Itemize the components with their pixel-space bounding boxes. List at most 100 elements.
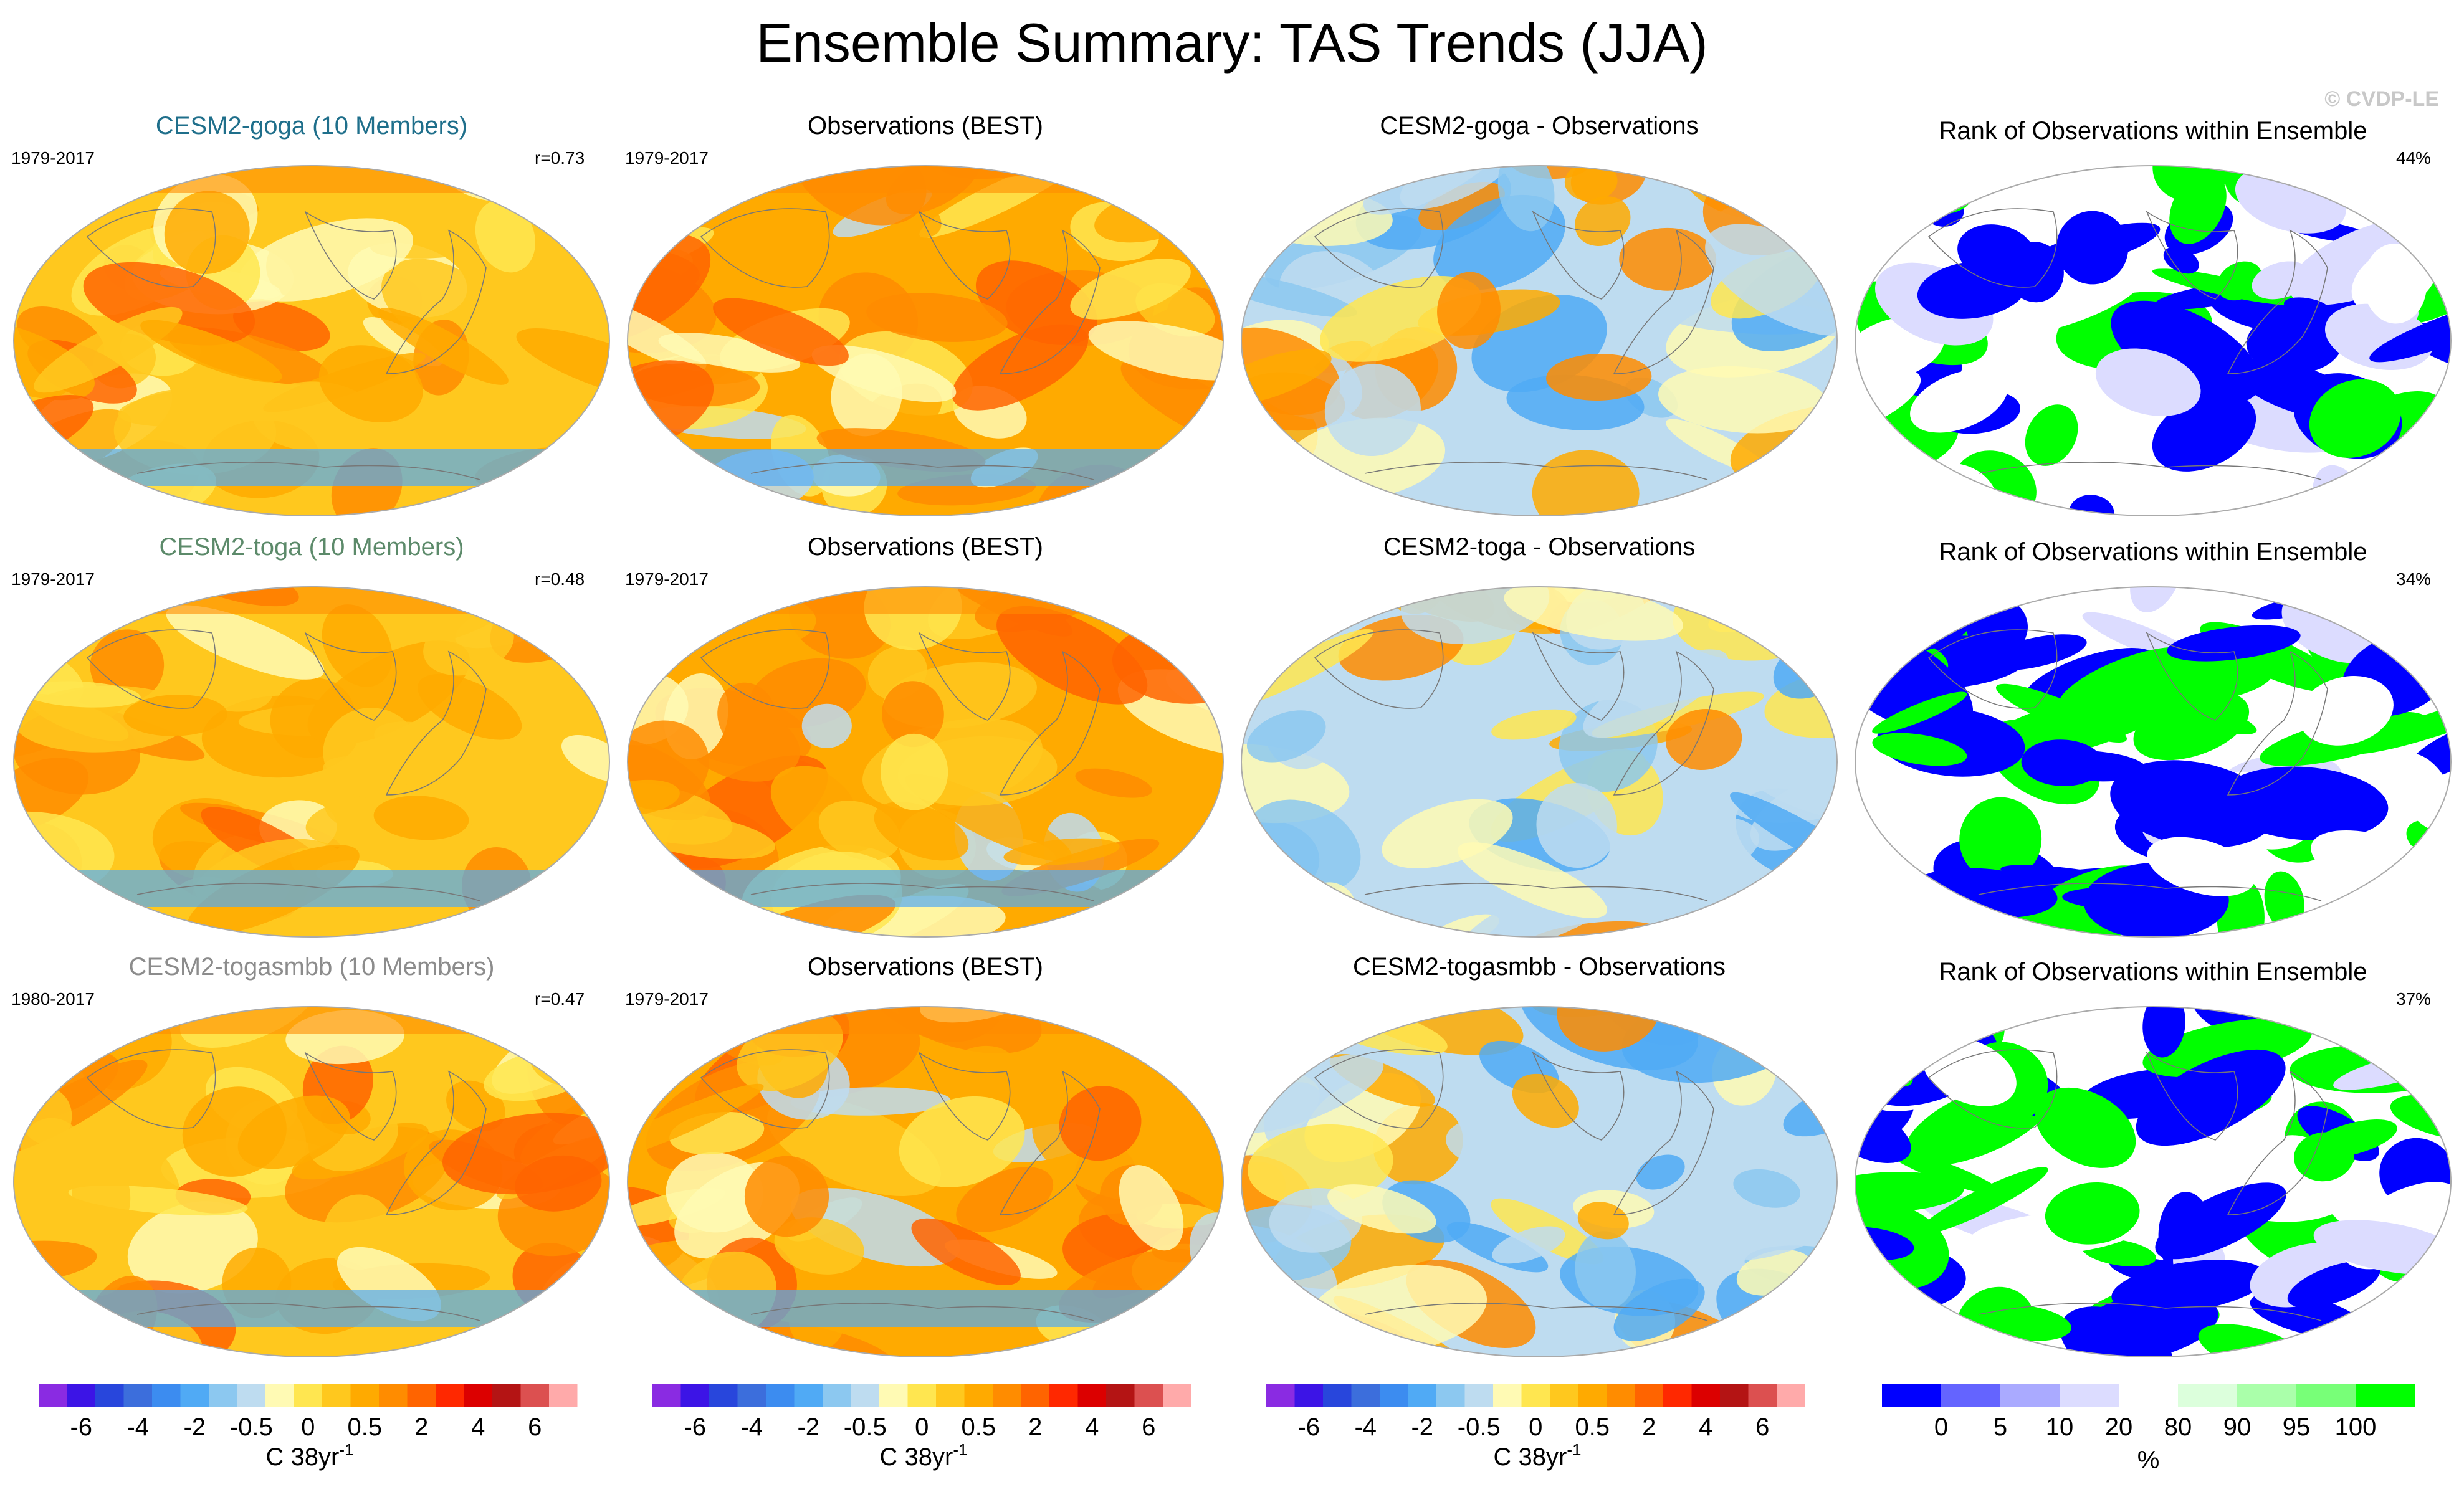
map-blob bbox=[2217, 878, 2265, 937]
model-period: 1979-2017 bbox=[11, 148, 95, 168]
map-blob bbox=[1855, 767, 1914, 787]
map-blob bbox=[2163, 247, 2199, 274]
model-title: CESM2-togasmbb (10 Members) bbox=[128, 953, 495, 981]
map-blob bbox=[1995, 683, 2127, 743]
coastline bbox=[1927, 629, 2058, 709]
map-blob bbox=[2038, 751, 2147, 782]
coastline bbox=[999, 229, 1101, 374]
map-blob bbox=[1665, 708, 1742, 771]
map-blob bbox=[1437, 272, 1501, 349]
coastline bbox=[918, 211, 1011, 300]
map-blob bbox=[2246, 311, 2343, 374]
map-blob bbox=[1910, 369, 2008, 433]
colorbar-swatch bbox=[1266, 1384, 1295, 1407]
colorbar-swatch bbox=[1691, 1384, 1720, 1407]
coastlines bbox=[700, 208, 1101, 480]
colorbar-swatch bbox=[1493, 1384, 1522, 1407]
map-blob bbox=[1446, 1114, 1582, 1174]
colorbar-swatch bbox=[993, 1384, 1021, 1407]
colorbar-unit-label: C 38yr-1 bbox=[1494, 1440, 1582, 1471]
colorbar-swatch bbox=[1049, 1384, 1078, 1407]
map-blob bbox=[1075, 768, 1152, 798]
map-blob bbox=[956, 1167, 1054, 1232]
map-blob bbox=[1546, 353, 1652, 401]
correlation-label: r=0.47 bbox=[535, 989, 585, 1009]
colorbar-swatch bbox=[1663, 1384, 1692, 1407]
diff-title: CESM2-togasmbb - Observations bbox=[1352, 953, 1726, 981]
colorbar-swatch bbox=[1748, 1384, 1777, 1407]
map-blob bbox=[1088, 321, 1223, 381]
map-blob bbox=[2136, 1049, 2286, 1146]
colorbar-swatch bbox=[1607, 1384, 1635, 1407]
correlation-label: r=0.48 bbox=[535, 569, 585, 589]
colorbar-swatch bbox=[1077, 1384, 1106, 1407]
map-diff bbox=[1241, 166, 1837, 516]
map-blob bbox=[2369, 298, 2451, 363]
map-blob bbox=[2045, 1182, 2140, 1245]
colorbar-tick-label: 4 bbox=[1699, 1414, 1712, 1441]
map-blob bbox=[2056, 211, 2129, 285]
colorbar-swatch bbox=[1106, 1384, 1135, 1407]
coastline bbox=[750, 883, 1094, 901]
map-blob bbox=[1583, 649, 1729, 738]
trend-colorbar: -6 -4 -2 -0.5 0 0.5 2 4 6 C 38yr-1 bbox=[1266, 1384, 1805, 1471]
map-blob bbox=[628, 1083, 764, 1162]
coastline bbox=[1978, 462, 2322, 480]
map-blob bbox=[166, 605, 325, 680]
obs-title: Observations (BEST) bbox=[808, 112, 1043, 140]
colorbar-swatch bbox=[1720, 1384, 1749, 1407]
map-border bbox=[1241, 586, 1838, 938]
coastline bbox=[385, 229, 487, 374]
coastline bbox=[1532, 632, 1625, 721]
colorbar-swatch bbox=[1550, 1384, 1578, 1407]
obs-title: Observations (BEST) bbox=[808, 953, 1043, 981]
map-blob bbox=[1658, 366, 1828, 434]
map-blob bbox=[899, 1096, 1025, 1187]
coastline bbox=[86, 208, 216, 288]
colorbar-swatch bbox=[1351, 1384, 1380, 1407]
coastline bbox=[700, 208, 830, 288]
map-blob bbox=[1887, 1149, 2002, 1195]
map-blob bbox=[801, 703, 852, 748]
obs-period: 1979-2017 bbox=[625, 148, 709, 168]
coastline bbox=[2227, 229, 2328, 374]
map-blob bbox=[2111, 300, 2261, 404]
map-blob bbox=[628, 782, 733, 845]
coastline bbox=[700, 629, 830, 709]
map-blob bbox=[378, 307, 509, 385]
coastline bbox=[1364, 1303, 1708, 1321]
rank-percent: 34% bbox=[2396, 569, 2432, 589]
coastline bbox=[304, 211, 397, 300]
diff-title: CESM2-toga - Observations bbox=[1383, 533, 1696, 561]
colorbar-swatch bbox=[1408, 1384, 1436, 1407]
map-blob bbox=[2025, 404, 2078, 466]
map-blob bbox=[2298, 676, 2394, 746]
map-blob bbox=[14, 758, 89, 830]
colorbar-swatch bbox=[2237, 1384, 2296, 1407]
colorbar-swatch bbox=[1323, 1384, 1352, 1407]
colorbar-swatch bbox=[1436, 1384, 1465, 1407]
map-border bbox=[13, 586, 610, 938]
map-blob bbox=[2363, 244, 2427, 324]
coastline bbox=[1314, 629, 1444, 709]
map-blob bbox=[790, 1188, 960, 1267]
coastline bbox=[700, 1049, 830, 1129]
map-blob bbox=[1872, 691, 1967, 734]
colorbar-tick-label: -2 bbox=[183, 1414, 206, 1441]
coastlines bbox=[700, 1049, 1101, 1321]
rank-percent: 37% bbox=[2396, 989, 2432, 1009]
map-blob bbox=[911, 1218, 1021, 1286]
map-blob bbox=[1734, 1181, 1837, 1260]
colorbar-swatch bbox=[152, 1384, 181, 1407]
colorbar-tick-label: 100 bbox=[2335, 1414, 2377, 1441]
colorbar-tick-label: 2 bbox=[1642, 1414, 1656, 1441]
colorbar-unit-exponent: -1 bbox=[1567, 1440, 1581, 1459]
coastline bbox=[1613, 650, 1714, 796]
colorbar-swatch bbox=[2119, 1384, 2178, 1407]
rank-title: Rank of Observations within Ensemble bbox=[1939, 117, 2367, 145]
coastline bbox=[86, 1049, 216, 1129]
colorbar-swatch bbox=[436, 1384, 464, 1407]
map-blob bbox=[2347, 698, 2451, 754]
coastlines bbox=[86, 1049, 487, 1321]
colorbar-swatch bbox=[95, 1384, 124, 1407]
